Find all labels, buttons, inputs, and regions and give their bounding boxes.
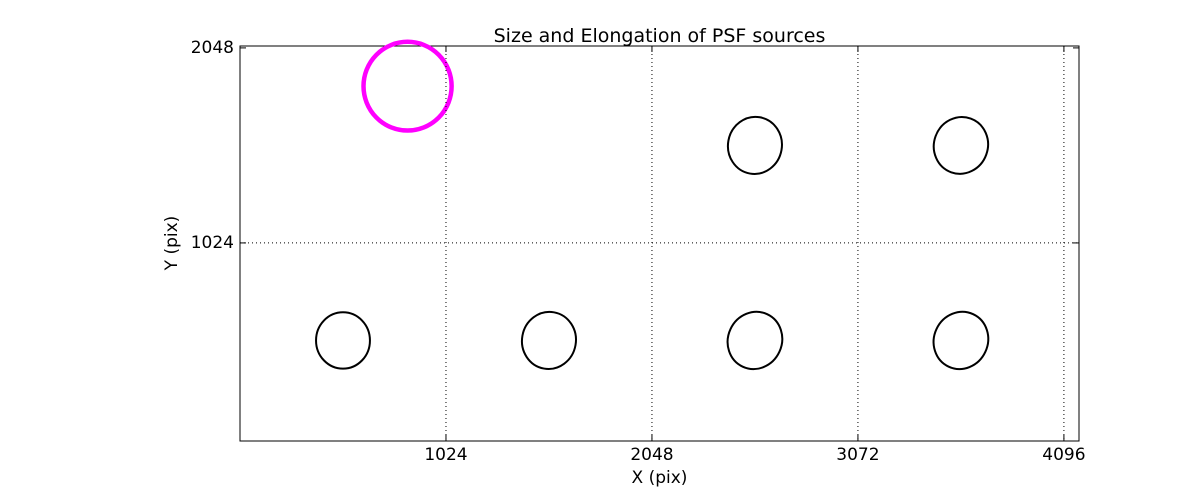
psf-source-ellipse [726, 115, 783, 175]
psf-source-ellipse [932, 116, 990, 175]
x-tick-label: 4096 [1042, 445, 1086, 465]
psf-source-ellipse [726, 310, 784, 371]
x-tick-label: 2048 [630, 445, 674, 465]
plot-frame [239, 45, 1080, 442]
psf-source-ellipse [932, 310, 990, 371]
x-tick-label: 3072 [836, 445, 880, 465]
psf-source-ellipse-highlight [361, 39, 454, 133]
y-axis-label: Y (pix) [162, 215, 182, 271]
y-tick-label: 2048 [190, 37, 234, 58]
psf-source-ellipse [520, 310, 577, 370]
chart-title: Size and Elongation of PSF sources [493, 25, 826, 47]
x-axis-label: X (pix) [631, 468, 688, 488]
x-tick-label: 1024 [424, 445, 468, 465]
y-tick-label: 1024 [190, 232, 234, 253]
psf-source-ellipse [315, 311, 371, 370]
